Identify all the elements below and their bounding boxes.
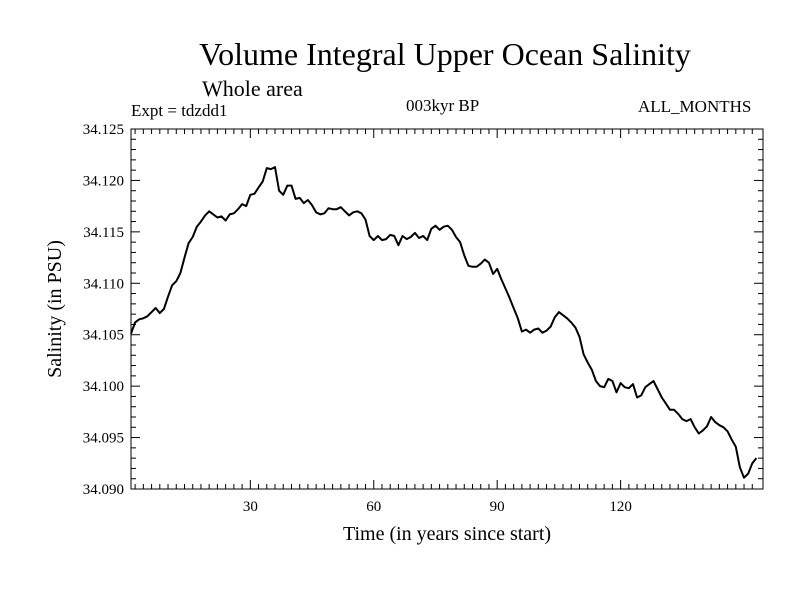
plot-frame	[130, 128, 764, 490]
months-label: ALL_MONTHS	[638, 97, 752, 116]
y-tick-label: 34.120	[83, 173, 124, 189]
y-tick-label: 34.090	[83, 482, 124, 498]
chart-title: Volume Integral Upper Ocean Salinity	[199, 36, 691, 72]
y-tick-label: 34.105	[83, 328, 124, 344]
y-tick-label: 34.115	[83, 225, 124, 241]
x-axis-label: Time (in years since start)	[343, 523, 551, 545]
y-axis-label: Salinity (in PSU)	[44, 240, 66, 378]
salinity-series-line	[130, 166, 758, 479]
y-tick-label: 34.110	[83, 276, 124, 292]
period-label: 003kyr BP	[406, 96, 480, 115]
y-tick-label: 34.095	[83, 431, 124, 447]
x-tick-label: 90	[490, 499, 505, 515]
y-tick-label: 34.100	[83, 379, 124, 395]
tick-marks	[131, 128, 763, 490]
x-tick-label: 60	[366, 499, 381, 515]
x-tick-label: 120	[609, 499, 632, 515]
tick-labels: 34.090 34.095 34.100 34.105 34.110 34.115 34.1…	[83, 122, 632, 515]
y-tick-label: 34.125	[83, 122, 124, 138]
x-tick-label: 30	[243, 499, 258, 515]
experiment-label: Expt = tdzdd1	[131, 101, 228, 120]
chart-subtitle: Whole area	[202, 76, 303, 101]
